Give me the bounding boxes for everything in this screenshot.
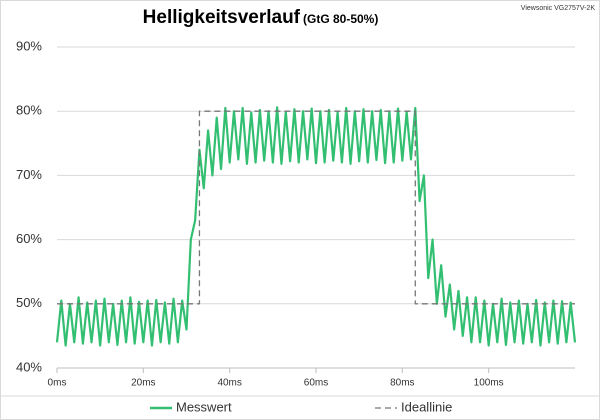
series-line <box>57 110 575 305</box>
chart-title: Helligkeitsverlauf <box>143 7 301 28</box>
y-tick-label: 90% <box>16 38 42 53</box>
chart-subtitle: (GtG 80-50%) <box>303 12 378 26</box>
x-tick-label: 0ms <box>48 378 67 389</box>
y-tick-label: 70% <box>16 167 42 182</box>
x-tick-label: 20ms <box>131 378 155 389</box>
legend-label: Ideallinie <box>401 399 452 414</box>
y-tick-label: 50% <box>16 295 42 310</box>
legend-label: Messwert <box>176 399 232 414</box>
y-tick-label: 80% <box>16 103 42 118</box>
annotation: Viewsonic VG2757V-2K <box>521 5 596 12</box>
y-tick-label: 40% <box>16 359 42 374</box>
series-line <box>55 106 577 347</box>
x-tick-label: 60ms <box>304 378 328 389</box>
x-tick-label: 100ms <box>474 378 504 389</box>
x-tick-label: 80ms <box>390 378 414 389</box>
x-tick-label: 40ms <box>217 378 241 389</box>
y-tick-label: 60% <box>16 231 42 246</box>
